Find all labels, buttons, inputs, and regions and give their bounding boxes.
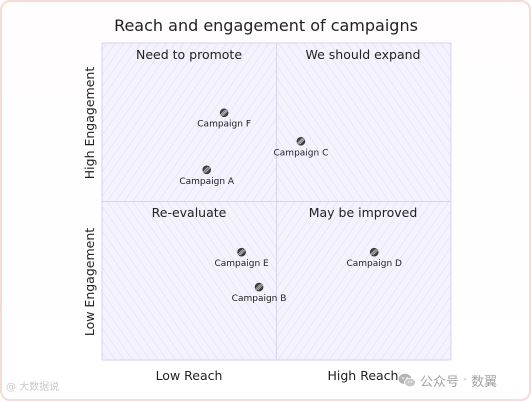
point-marker-scribble xyxy=(254,283,261,291)
point-marker-scribble xyxy=(371,249,378,256)
point-marker-scribble xyxy=(297,138,305,145)
point-marker-scribble xyxy=(219,109,226,116)
x-axis-label-high: High Reach xyxy=(328,368,399,383)
point-marker-scribble xyxy=(299,138,306,145)
point-marker-scribble xyxy=(236,249,244,256)
point-label: Campaign B xyxy=(232,294,287,304)
point-campaign-a: Campaign A xyxy=(179,165,235,187)
point-campaign-e: Campaign E xyxy=(214,247,269,269)
point-marker-scribble xyxy=(257,283,264,291)
point-label: Campaign D xyxy=(346,259,402,269)
y-axis-label-low: Low Engagement xyxy=(82,228,97,336)
point-campaign-f: Campaign F xyxy=(197,108,251,130)
chart-title: Reach and engagement of campaigns xyxy=(114,16,418,35)
wechat-icon xyxy=(398,373,416,387)
point-marker-scribble xyxy=(238,249,245,256)
quadrant-backgrounds xyxy=(101,42,452,361)
brand-name: 数翼 xyxy=(471,374,498,390)
point-campaign-c: Campaign C xyxy=(274,136,329,158)
data-points: Campaign A Campaign B Campaign C Campaign D… xyxy=(179,108,402,304)
point-marker-scribble xyxy=(220,109,228,116)
point-marker-scribble xyxy=(255,283,263,291)
point-marker-scribble xyxy=(239,249,247,256)
point-marker-scribble xyxy=(222,109,229,116)
quadrant-label-top-right: We should expand xyxy=(306,47,421,62)
point-marker-scribble xyxy=(296,138,303,145)
point-label: Campaign F xyxy=(197,120,251,130)
point-campaign-d: Campaign D xyxy=(346,247,402,269)
point-campaign-b: Campaign B xyxy=(232,282,287,304)
brand-watermark: 公众号 · 数翼 xyxy=(398,370,497,390)
point-marker-scribble xyxy=(201,166,209,174)
quadrant-top-left-hatch xyxy=(101,42,277,202)
point-label: Campaign C xyxy=(274,148,329,158)
quadrant-label-top-left: Need to promote xyxy=(136,47,242,62)
point-label: Campaign A xyxy=(179,177,235,187)
watermark-left: @ 大数据说 xyxy=(6,382,60,393)
x-axis-label-low: Low Reach xyxy=(156,368,223,383)
quadrant-top-right-hatch xyxy=(276,42,452,202)
brand-separator: · xyxy=(463,372,468,388)
quadrant-label-bottom-left: Re-evaluate xyxy=(152,205,227,220)
y-axis-label-high: High Engagement xyxy=(82,67,97,180)
point-label: Campaign E xyxy=(214,259,269,269)
quadrant-bottom-left-hatch xyxy=(101,201,277,361)
point-marker-scribble xyxy=(369,249,376,256)
point-marker-scribble xyxy=(372,249,380,256)
brand-text: 公众号 xyxy=(420,374,460,390)
quadrant-bottom-right-hatch xyxy=(276,201,452,361)
point-marker-scribble xyxy=(205,166,212,174)
quadrant-label-bottom-right: May be improved xyxy=(309,205,418,220)
point-marker-scribble xyxy=(203,166,210,174)
